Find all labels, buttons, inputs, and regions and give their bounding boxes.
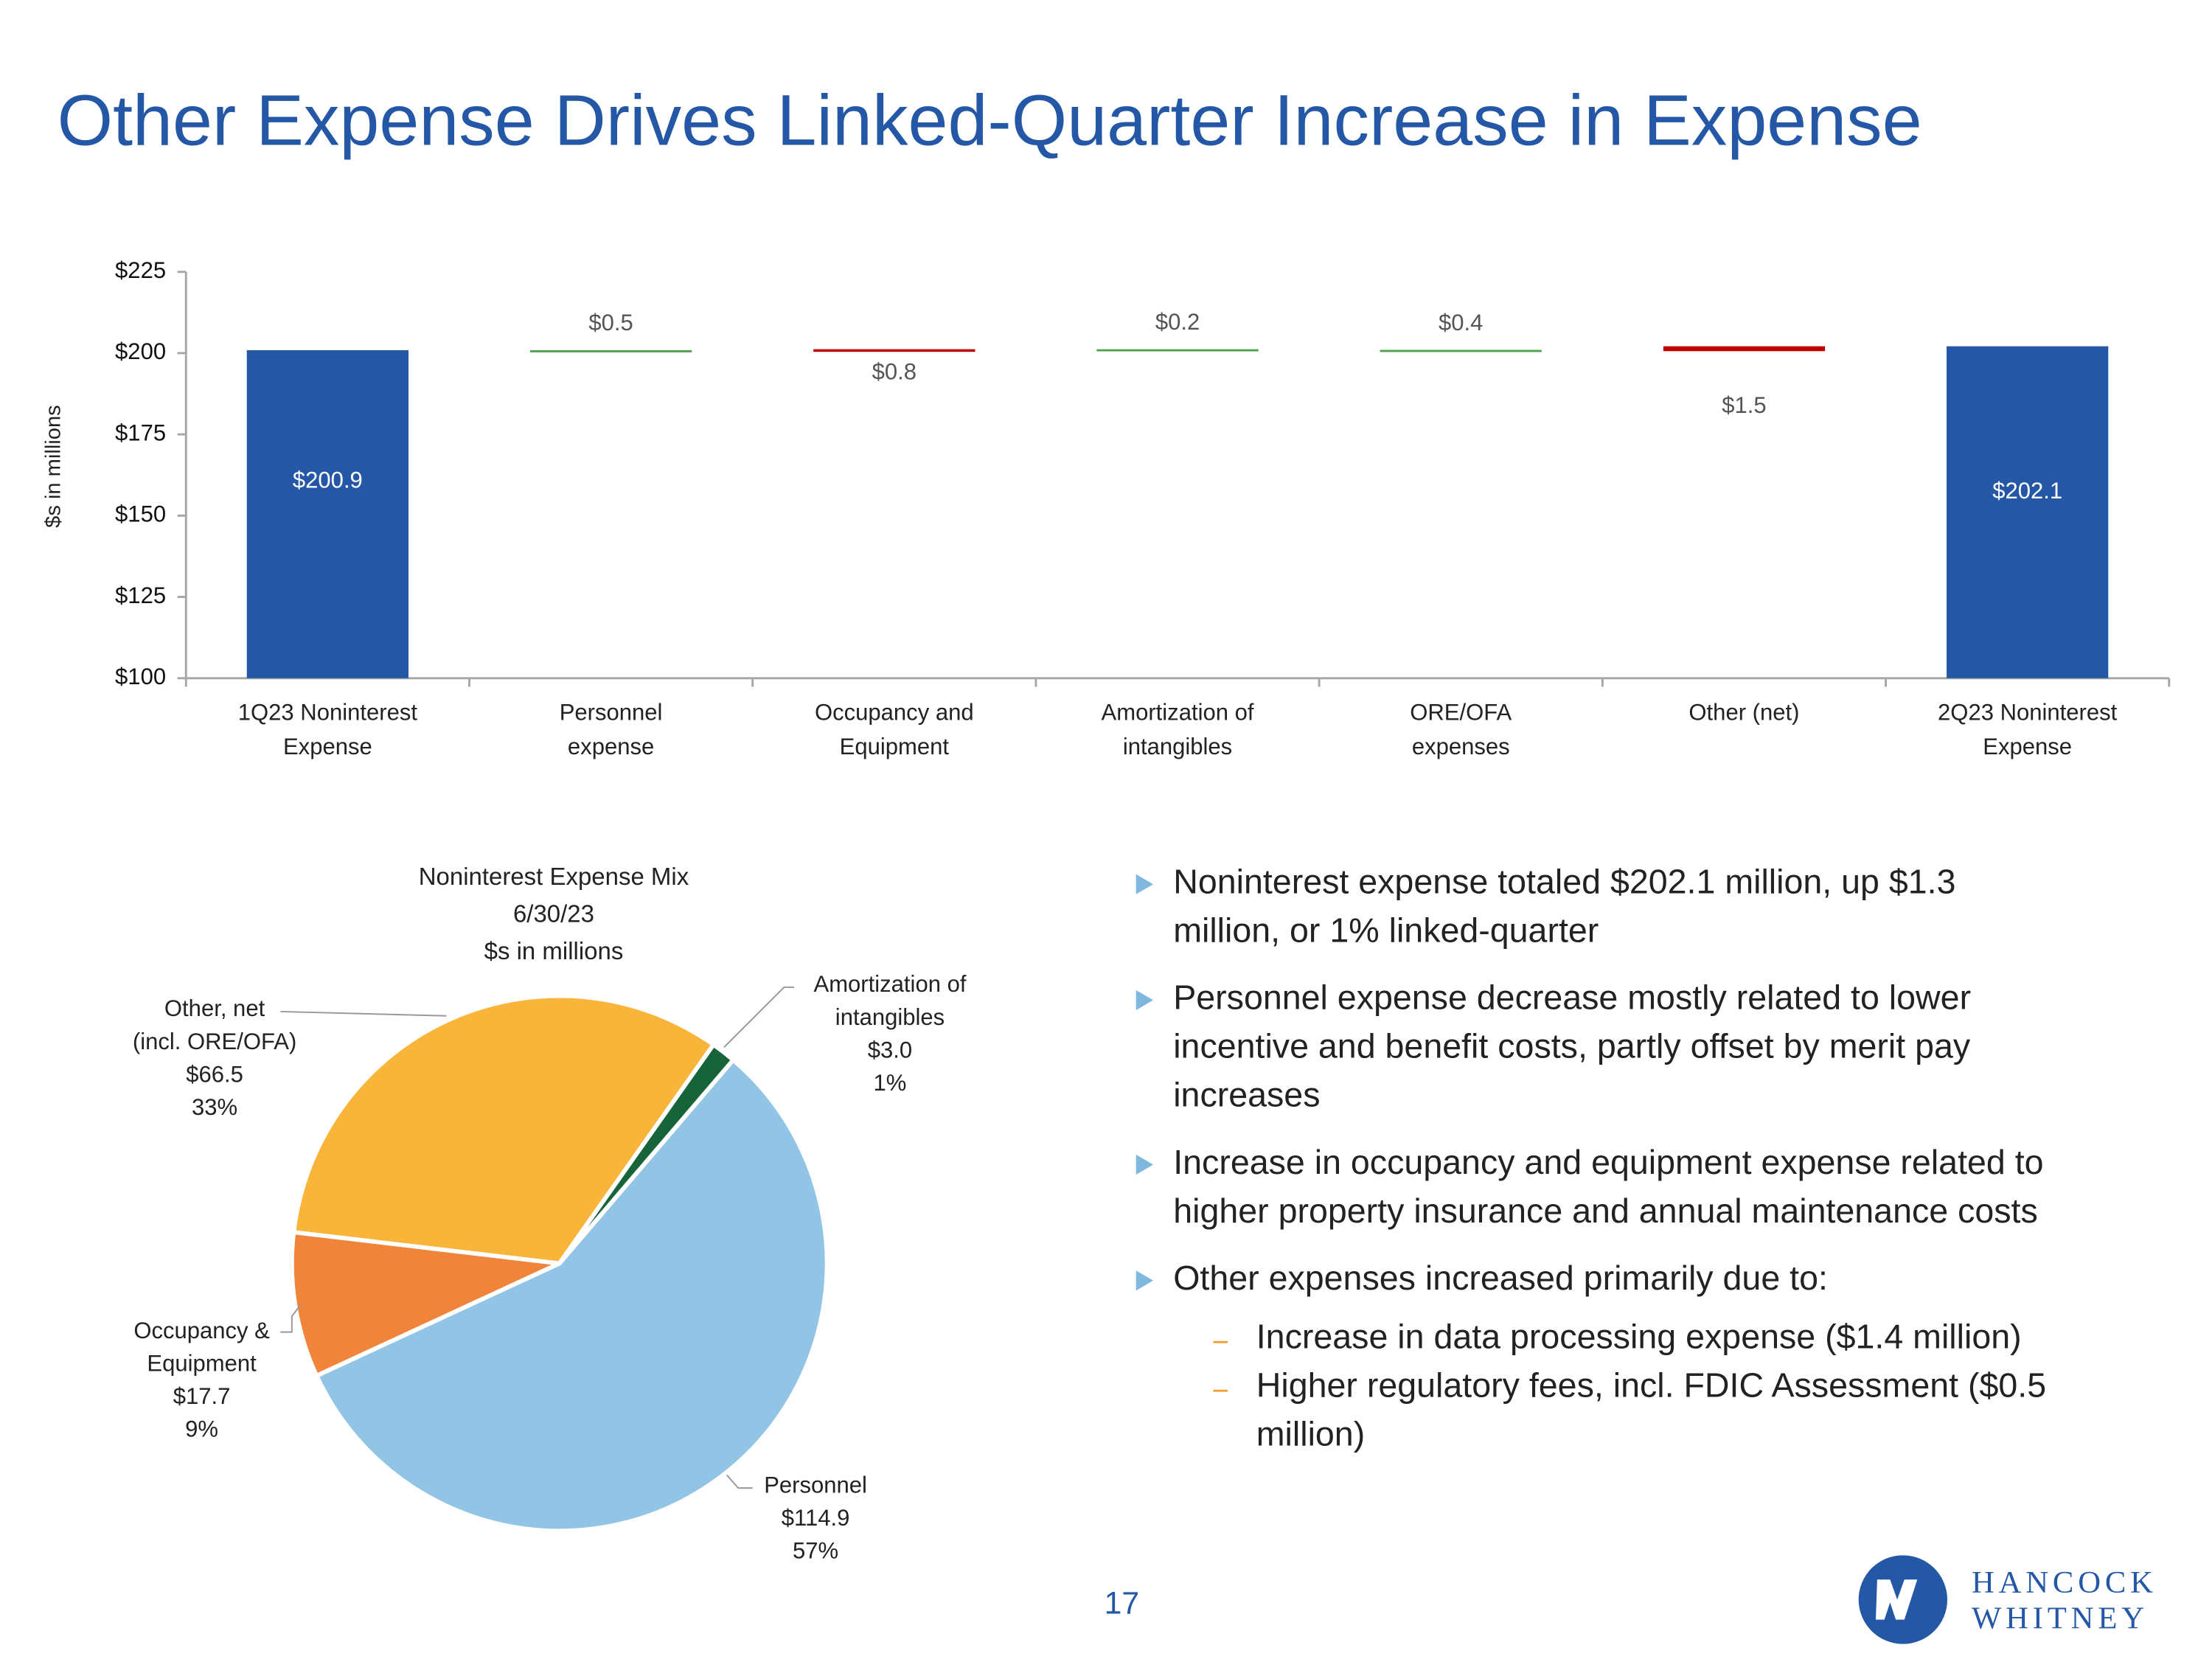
y-tick-label: $200 (115, 338, 166, 364)
change-bar (529, 349, 692, 352)
total-bar (1947, 346, 2109, 678)
value-label: $0.4 (1439, 310, 1483, 335)
value-label: $0.5 (588, 310, 633, 335)
y-tick-label: $150 (115, 501, 166, 527)
x-tick-label: Expense (283, 734, 372, 759)
value-label: $200.9 (293, 467, 363, 493)
slice-value: $3.0 (868, 1037, 912, 1062)
logo-text: HANCOCK (1972, 1565, 2157, 1600)
page-number: 17 (1105, 1586, 1139, 1621)
sub-bullet-text: Increase in data processing expense ($1.… (1256, 1318, 2022, 1356)
pie-slice (291, 993, 716, 1266)
value-label: $0.2 (1155, 309, 1200, 335)
slice-value: $114.9 (782, 1505, 850, 1531)
y-tick-label: $100 (115, 664, 166, 689)
logo: HANCOCK WHITNEY (1858, 1555, 2157, 1644)
x-tick-label: expense (568, 734, 654, 759)
x-tick-label: Equipment (840, 734, 950, 759)
leader-line (280, 1304, 302, 1333)
slice-percent: 9% (185, 1416, 218, 1442)
pie-title: Noninterest Expense Mix (419, 863, 689, 890)
bullet-marker (1135, 1270, 1154, 1291)
change-bar (1096, 349, 1259, 352)
slice-label: Personnel (764, 1472, 867, 1498)
x-tick-label: intangibles (1123, 734, 1232, 759)
slice-percent: 57% (793, 1538, 838, 1564)
bullet-marker (1135, 1154, 1154, 1175)
slice-value: $17.7 (173, 1383, 231, 1409)
slice-label: (incl. ORE/OFA) (133, 1029, 296, 1054)
y-tick-label: $225 (115, 257, 166, 283)
x-tick-label: expenses (1412, 734, 1510, 759)
pie-slice (557, 1042, 736, 1266)
value-label: $202.1 (1992, 478, 2062, 504)
x-tick-label: Amortization of (1102, 700, 1254, 726)
bullet-text: incentive and benefit costs, partly offs… (1173, 1027, 1971, 1065)
x-tick-label: 2Q23 Noninterest (1938, 700, 2118, 726)
bullet-text: Other expenses increased primarily due t… (1173, 1259, 1828, 1297)
bullet-text: increases (1173, 1076, 1320, 1114)
slide-title: Other Expense Drives Linked-Quarter Incr… (58, 80, 1922, 160)
slice-label: Occupancy & (133, 1318, 270, 1343)
bullet-text: higher property insurance and annual mai… (1173, 1192, 2038, 1230)
slice-label: Equipment (147, 1350, 257, 1376)
slice-label: Amortization of (814, 971, 967, 997)
x-tick-label: Expense (1983, 734, 2072, 759)
bullet-text: million, or 1% linked-quarter (1173, 911, 1599, 949)
logo-glyph (1875, 1579, 1918, 1620)
bullet-marker (1135, 990, 1154, 1010)
bullet-text: Personnel expense decrease mostly relate… (1173, 978, 1971, 1017)
value-label: $1.5 (1722, 392, 1766, 418)
x-tick-label: ORE/OFA (1410, 700, 1512, 726)
value-label: $0.8 (872, 358, 917, 384)
sub-bullet-text: Higher regulatory fees, incl. FDIC Asses… (1256, 1366, 2046, 1405)
y-axis-label: $s in millions (41, 405, 65, 528)
slice-percent: 33% (192, 1094, 237, 1120)
y-tick-label: $175 (115, 420, 166, 445)
logo-text: WHITNEY (1972, 1601, 2149, 1635)
slice-value: $66.5 (186, 1061, 243, 1087)
slice-label: Other, net (164, 995, 265, 1021)
pie-slice (289, 1230, 562, 1378)
pie-slice (314, 1057, 830, 1534)
change-bar (1380, 349, 1542, 352)
x-tick-label: 1Q23 Noninterest (238, 700, 418, 726)
y-tick-label: $125 (115, 582, 166, 608)
bullet-text: Increase in occupancy and equipment expe… (1173, 1143, 2043, 1181)
bullet-text: Noninterest expense totaled $202.1 milli… (1173, 863, 1955, 901)
change-bar (1663, 346, 1826, 352)
change-bar (813, 349, 975, 352)
slice-percent: 1% (874, 1070, 907, 1096)
pie-title: $s in millions (484, 937, 624, 964)
leader-line (280, 1010, 447, 1017)
total-bar (246, 349, 409, 678)
pie-title: 6/30/23 (513, 900, 594, 928)
sub-bullet-text: million) (1256, 1415, 1365, 1453)
slice-label: intangibles (835, 1004, 945, 1030)
bullet-marker (1135, 874, 1154, 894)
x-tick-label: Personnel (560, 700, 663, 726)
x-tick-label: Other (net) (1688, 700, 1799, 726)
leader-line (726, 1475, 753, 1489)
x-tick-label: Occupancy and (815, 700, 974, 726)
leader-line (723, 986, 794, 1048)
